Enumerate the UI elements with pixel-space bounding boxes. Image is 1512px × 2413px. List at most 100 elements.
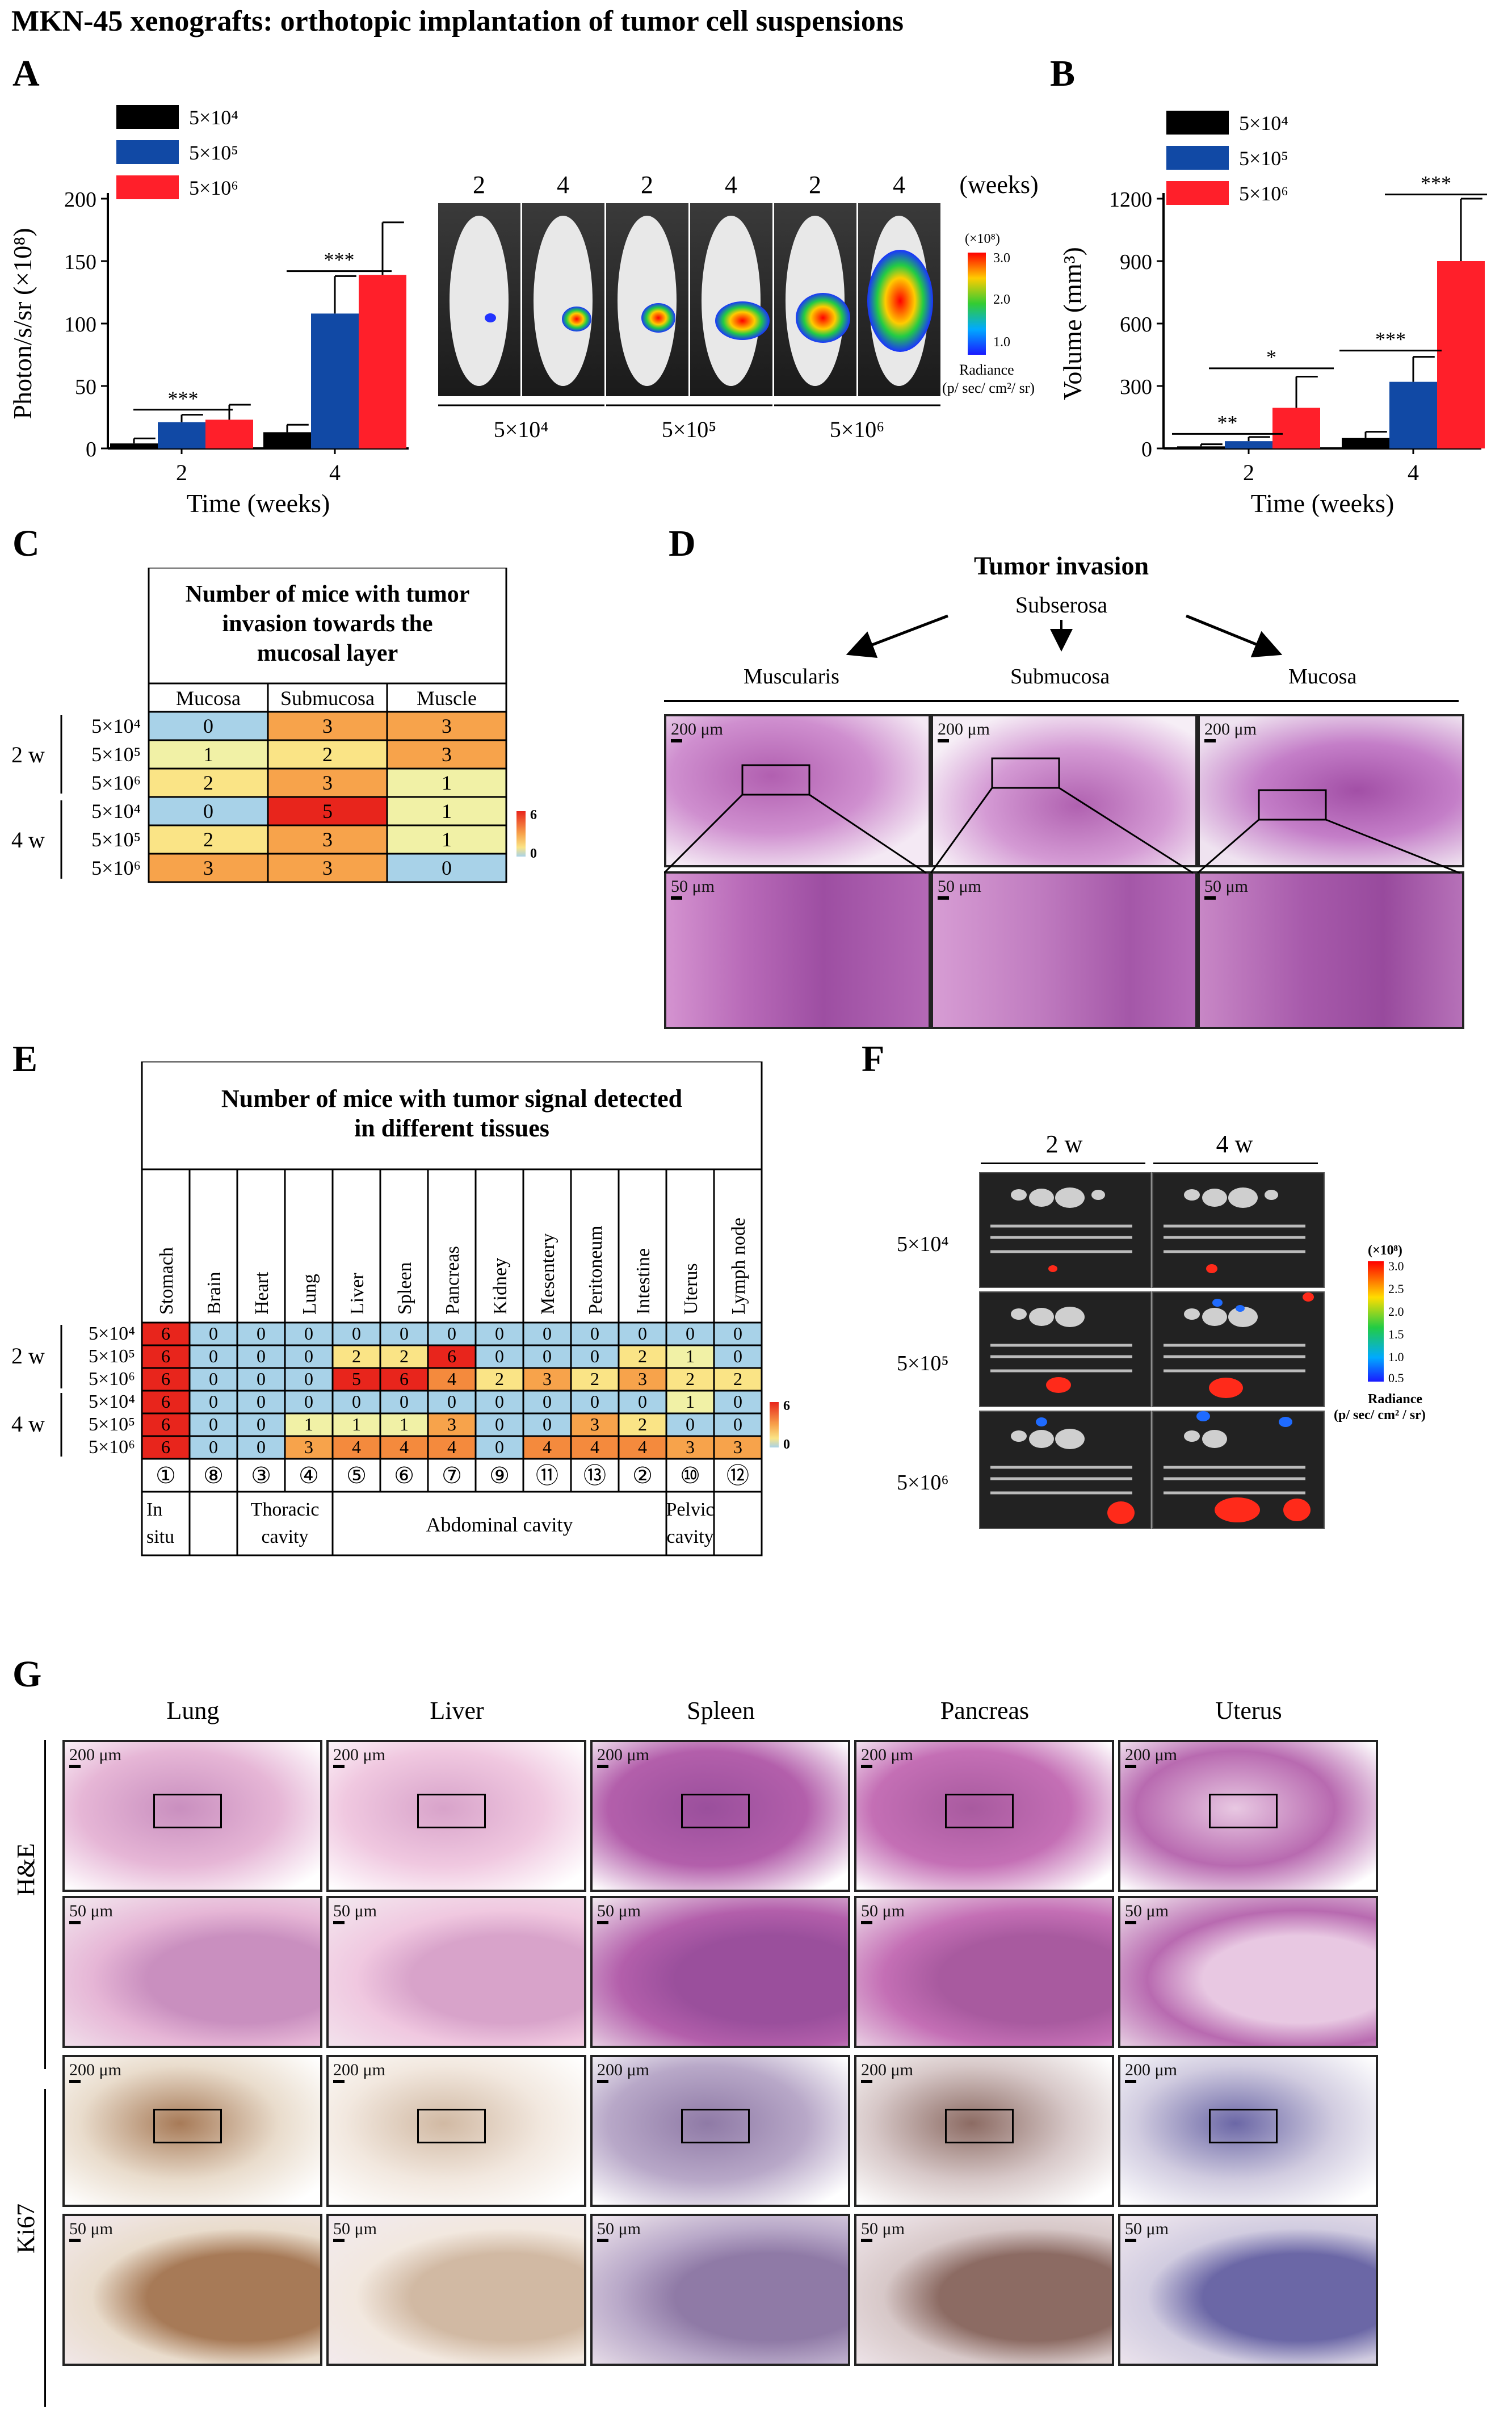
table-e-value: 0 [304, 1369, 313, 1389]
y-axis-label: Photon/s/sr (×10⁸) [8, 228, 37, 419]
colorbar-tick: 3.0 [1388, 1259, 1404, 1273]
bar [205, 419, 253, 448]
table-c-value: 2 [203, 828, 213, 851]
table-c-col-header: Mucosa [176, 687, 241, 710]
row-label: 5×10⁵ [897, 1352, 949, 1375]
table-e-value: 2 [638, 1414, 647, 1434]
panel-label-g: G [12, 1654, 42, 1695]
label-mucosa: Mucosa [1288, 665, 1357, 689]
tissue-micrograph: 50 μm [1118, 1896, 1378, 2048]
legend-label: 5×10⁴ [189, 106, 238, 129]
panel-label-c: C [12, 523, 40, 564]
table-e-value: 5 [352, 1369, 361, 1389]
table-e-value: 0 [733, 1414, 742, 1434]
legend-swatch [1166, 111, 1229, 135]
y-tick-label: 0 [86, 438, 96, 461]
tissue-micrograph: 200 μm [326, 2055, 586, 2207]
table-e-value: 0 [543, 1414, 552, 1434]
table-c-value: 3 [322, 771, 333, 794]
table-c-group: 2 w [11, 742, 45, 767]
table-e-value: 6 [447, 1346, 456, 1366]
panel-label-e: E [12, 1038, 38, 1080]
table-e-col-header: Mesentery [537, 1233, 558, 1315]
table-e-cell [713, 1390, 763, 1415]
table-e-value: 1 [686, 1391, 695, 1412]
scale-max: 6 [530, 808, 537, 822]
tissue-micrograph: 200 μm [62, 1740, 322, 1892]
zoom-box [945, 2109, 1014, 2143]
table-e-header: Number of mice with tumor signal detecte… [221, 1085, 682, 1113]
y-axis-label: Volume (mm³) [1058, 247, 1087, 400]
x-tick-label: 2 [176, 460, 187, 485]
table-e-col-header: Brain [204, 1271, 225, 1315]
table-c-row-label: 5×10⁴ [91, 800, 141, 822]
table-e-value: 4 [400, 1437, 409, 1457]
table-e-value: 4 [447, 1437, 456, 1457]
x-tick-label: 4 [329, 460, 341, 485]
table-e-value: 0 [400, 1391, 409, 1412]
table-e-cell [522, 1344, 572, 1369]
micrograph-submucosa-high: 50 μm [931, 871, 1198, 1029]
table-e-cell [188, 1412, 238, 1437]
region-label: situ [146, 1526, 174, 1547]
table-c-col-header: Muscle [417, 687, 477, 710]
table-e-value: 2 [590, 1369, 599, 1389]
row-label-ki67: Ki67 [12, 2204, 40, 2253]
table-c-row-label: 5×10⁵ [91, 743, 141, 766]
table-e-value: 0 [447, 1391, 456, 1412]
scale-bar: 50 μm [671, 877, 715, 900]
significance-label: *** [168, 387, 199, 410]
scale-bar: 50 μm [861, 2219, 905, 2242]
table-e-cell [474, 1367, 524, 1392]
bar [1389, 381, 1437, 448]
table-e-value: 0 [304, 1346, 313, 1366]
zoom-lines-d [664, 757, 1460, 874]
table-e-value: 0 [638, 1323, 647, 1344]
zoom-box [153, 2109, 222, 2143]
col-label: 4 w [1216, 1130, 1253, 1158]
table-e-value: 6 [161, 1369, 170, 1389]
legend-label: 5×10⁴ [1239, 112, 1288, 135]
colorbar-unit: (×10⁸) [1368, 1243, 1402, 1258]
region-label: cavity [261, 1526, 308, 1547]
table-e-value: 0 [495, 1437, 504, 1457]
label-submucosa: Submucosa [1010, 665, 1110, 689]
scale-bar: 50 μm [69, 1902, 113, 1924]
chart-b-volume: 0 300 600 900 1200 Volume (mm³) Time (weeks) 2 4… [1058, 111, 1487, 517]
legend-swatch [116, 105, 179, 129]
table-e-value: 0 [304, 1323, 313, 1344]
table-e-row-label: 5×10⁵ [89, 1346, 135, 1367]
label-muscularis: Muscularis [744, 665, 839, 689]
table-e-cell [474, 1321, 524, 1346]
table-e-col-header: Intestine [633, 1248, 654, 1315]
region-label: Abdominal cavity [426, 1513, 573, 1536]
table-e-value: 0 [638, 1391, 647, 1412]
significance-label: *** [1421, 172, 1451, 195]
table-c-cell [267, 853, 388, 883]
legend-label: 5×10⁵ [189, 141, 238, 164]
col-label: 2 w [1045, 1130, 1083, 1158]
subserosa-label: Subserosa [1015, 592, 1108, 618]
table-c-value: 2 [203, 771, 213, 794]
table-e-cell [236, 1412, 286, 1437]
zoom-box [1209, 1794, 1278, 1828]
table-e-value: 0 [590, 1346, 599, 1366]
chart-a-photon: 0 50 100 150 200 Photon/s/sr (×10⁸) Time (week… [8, 105, 409, 517]
region-label: In [146, 1499, 162, 1520]
week-label: 2 [473, 171, 485, 199]
table-e-value: 0 [209, 1346, 218, 1366]
table-c-value: 3 [322, 715, 333, 737]
table-e-cell [188, 1344, 238, 1369]
table-e-value: 0 [352, 1323, 361, 1344]
table-e-value: 0 [733, 1391, 742, 1412]
tissue-label: Uterus [1215, 1697, 1282, 1724]
table-e-value: 4 [352, 1437, 361, 1457]
table-e-value: 6 [161, 1391, 170, 1412]
week-label: 4 [557, 171, 569, 199]
organ-number: ① [156, 1463, 176, 1488]
scale-bar: 50 μm [333, 1902, 377, 1924]
table-e-cell [331, 1344, 381, 1369]
table-e-value: 0 [447, 1323, 456, 1344]
table-e-value: 0 [733, 1323, 742, 1344]
table-e-value: 0 [209, 1437, 218, 1457]
